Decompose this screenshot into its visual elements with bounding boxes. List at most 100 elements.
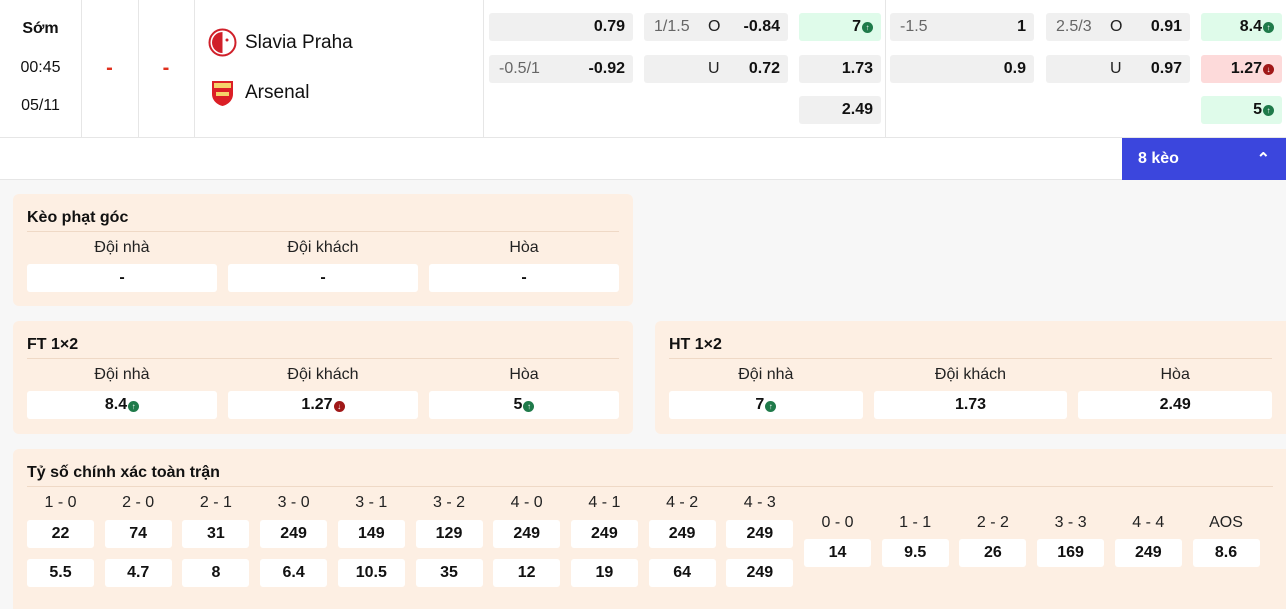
corner-label-draw: Hòa	[509, 239, 539, 256]
score-label: 4 - 0	[510, 494, 543, 511]
ft-1x2-odd[interactable]: 2.49	[799, 96, 881, 124]
ht-ou-odd[interactable]: 2.5/3 O 0.91	[1046, 13, 1190, 41]
score-odd[interactable]: 249	[260, 520, 328, 548]
score-odd[interactable]: 35	[415, 559, 483, 587]
odd-value: 1.73	[954, 396, 987, 413]
score-odd[interactable]: 74	[104, 520, 172, 548]
score-odd[interactable]: 249	[726, 520, 794, 548]
odd-value: 0.97	[1150, 60, 1182, 77]
score-odd[interactable]: 249	[726, 559, 794, 587]
ht-ou-odd[interactable]: U 0.97	[1046, 55, 1190, 83]
score-odd[interactable]: 14	[804, 539, 871, 567]
corner-label-home: Đội nhà	[94, 239, 150, 256]
home-team[interactable]: Slavia Praha	[208, 28, 353, 57]
odd-value: -0.84	[743, 18, 780, 35]
more-odds-button[interactable]: 8 kèo ⌃	[1122, 138, 1286, 180]
ht-hdp-odd[interactable]: 0.9	[890, 55, 1034, 83]
score-odd[interactable]: 22	[27, 520, 94, 548]
ft-hdp-odd[interactable]: 0.79	[489, 13, 633, 41]
option-column: Đội nhà 7 ↑	[669, 359, 863, 419]
score-odd[interactable]: 149	[337, 520, 405, 548]
arrow-up-icon: ↑	[1263, 21, 1274, 33]
ft-ou-odd[interactable]: 1/1.5 O -0.84	[644, 13, 788, 41]
corner-label-away: Đội khách	[287, 239, 359, 256]
match-time: 00:45	[20, 59, 61, 76]
score-label: 0 - 0	[821, 514, 854, 531]
score-odd[interactable]: 169	[1037, 539, 1105, 567]
odd-value: 0.79	[593, 18, 625, 35]
arsenal-logo-icon	[212, 81, 233, 106]
score-odd[interactable]: 249	[493, 520, 561, 548]
score-odd[interactable]: 129	[415, 520, 483, 548]
score-label: AOS	[1209, 514, 1243, 531]
ft-1x2-odd[interactable]: 1.73	[799, 55, 881, 83]
score-odd[interactable]: 249	[570, 520, 638, 548]
score-label: 1 - 0	[44, 494, 77, 511]
away-team-name: Arsenal	[245, 81, 310, 103]
score-odd[interactable]: 8	[182, 559, 250, 587]
ht-1x2-odd[interactable]: 1.27 ↓	[1201, 55, 1282, 83]
odd-value: 8.4	[1239, 18, 1262, 35]
score-odd[interactable]: 19	[570, 559, 638, 587]
corner-away-odd[interactable]: -	[228, 264, 418, 292]
odd-value: 5	[1253, 101, 1262, 118]
option-odd[interactable]: 2.49	[1078, 391, 1273, 419]
corner-draw-odd[interactable]: -	[429, 264, 619, 292]
score-odd[interactable]: 10.5	[337, 559, 405, 587]
score-odd[interactable]: 9.5	[881, 539, 949, 567]
odd-value: 1.27	[1230, 60, 1262, 77]
over-under-label: O	[708, 18, 721, 35]
ft-hdp-odd[interactable]: -0.5/1 -0.92	[489, 55, 633, 83]
option-odd[interactable]: 7 ↑	[669, 391, 863, 419]
score-odd[interactable]: 26	[959, 539, 1027, 567]
option-label: Đội khách	[934, 366, 1007, 383]
expand-row: 8 kèo ⌃	[0, 138, 1286, 180]
option-odd[interactable]: 1.73	[873, 391, 1068, 419]
odd-value: 0.91	[1150, 18, 1182, 35]
match-row: Sớm 00:45 05/11 - - Slavia Praha Arsenal…	[0, 0, 1286, 138]
ht-hdp-odd[interactable]: -1.5 1	[890, 13, 1034, 41]
divider	[483, 0, 484, 137]
odd-value: 8.4	[104, 396, 128, 413]
score-odd[interactable]: 249	[1114, 539, 1182, 567]
odd-value: 2.49	[1159, 396, 1191, 413]
score-odd[interactable]: 5.5	[27, 559, 94, 587]
score-away: -	[162, 57, 170, 79]
corner-panel: Kèo phạt góc Đội nhà - Đội khách - Hòa -	[13, 194, 633, 306]
ft-1x2-odd[interactable]: 7 ↑	[799, 13, 881, 41]
score-odd[interactable]: 64	[648, 559, 716, 587]
score-odd[interactable]: 6.4	[260, 559, 328, 587]
chevron-up-icon: ⌃	[1256, 151, 1270, 168]
odd-value: 1.27	[301, 396, 333, 413]
option-label: Đội nhà	[94, 366, 150, 383]
odd-value: 5	[513, 396, 523, 413]
ht-1x2-odd[interactable]: 8.4 ↑	[1201, 13, 1282, 41]
score-odd[interactable]: 249	[648, 520, 716, 548]
option-odd[interactable]: 8.4 ↑	[27, 391, 217, 419]
option-column: Đội khách 1.73	[873, 359, 1068, 419]
ft-ou-odd[interactable]: U 0.72	[644, 55, 788, 83]
exact-score-title: Tỷ số chính xác toàn trận	[27, 449, 1273, 487]
option-label: Hòa	[509, 366, 539, 383]
away-team[interactable]: Arsenal	[208, 78, 309, 107]
option-label: Đội khách	[287, 366, 359, 383]
score-odd[interactable]: 4.7	[104, 559, 172, 587]
odd-value: 1	[1017, 18, 1026, 35]
option-odd[interactable]: 5 ↑	[429, 391, 619, 419]
arrow-up-icon: ↑	[523, 401, 535, 412]
odd-value: 0.72	[748, 60, 780, 77]
ht-1x2-odd[interactable]: 5 ↑	[1201, 96, 1282, 124]
score-label: 4 - 1	[588, 494, 621, 511]
score-label: 3 - 0	[277, 494, 310, 511]
score-odd[interactable]: 8.6	[1192, 539, 1260, 567]
arrow-up-icon: ↑	[1263, 104, 1274, 116]
option-odd[interactable]: 1.27 ↓	[228, 391, 418, 419]
score-odd[interactable]: 31	[182, 520, 250, 548]
corner-home-odd[interactable]: -	[27, 264, 217, 292]
score-label: 4 - 2	[666, 494, 699, 511]
home-team-name: Slavia Praha	[245, 31, 353, 53]
score-label: 4 - 3	[743, 494, 776, 511]
score-odd[interactable]: 12	[493, 559, 561, 587]
handicap-line: 2.5/3	[1056, 18, 1092, 35]
more-odds-label: 8 kèo	[1138, 150, 1179, 167]
